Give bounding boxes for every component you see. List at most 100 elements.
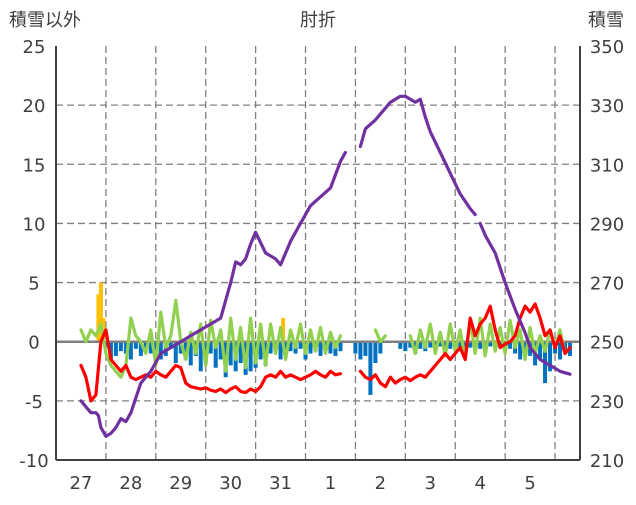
series-line: [408, 316, 572, 362]
bar: [213, 341, 218, 368]
left-tick-label: 5: [28, 274, 39, 295]
bar: [358, 341, 363, 360]
left-tick-label: 15: [23, 155, 46, 176]
bar: [123, 341, 128, 354]
bar: [168, 341, 173, 349]
right-tick-label: 330: [590, 96, 624, 117]
right-tick-label: 250: [590, 333, 624, 354]
bar: [96, 294, 101, 342]
left-tick-label: -5: [25, 392, 43, 413]
bar: [328, 341, 333, 354]
bar: [208, 341, 213, 354]
bar: [353, 341, 358, 354]
bar: [488, 341, 493, 347]
left-tick-labels: 25 20 15 10 5 0 -5 -10: [19, 37, 48, 472]
series-line: [358, 302, 572, 389]
bar: [523, 341, 528, 352]
bar: [138, 341, 143, 356]
bar: [298, 341, 303, 349]
bar: [478, 341, 483, 349]
bar: [558, 341, 563, 360]
x-tick-label: 5: [524, 473, 535, 494]
bar: [278, 341, 283, 360]
bar: [408, 341, 413, 348]
bar: [373, 341, 378, 364]
x-tick-label: 30: [219, 473, 242, 494]
bar: [281, 318, 286, 342]
x-tick-labels: 27 28 29 30 31 1 2 3 4 5: [69, 473, 535, 494]
bar: [148, 341, 153, 354]
left-tick-label: 0: [28, 333, 39, 354]
bar: [133, 341, 138, 349]
right-tick-label: 210: [590, 451, 624, 472]
bar: [428, 341, 433, 348]
series-line: [79, 298, 343, 379]
right-tick-labels: 350 330 310 290 270 250 230 210: [590, 37, 624, 472]
x-tick-label: 27: [69, 473, 92, 494]
bar: [363, 341, 368, 356]
bar: [118, 341, 123, 352]
bar: [258, 341, 263, 360]
series-line: [478, 221, 572, 376]
bar: [448, 341, 453, 349]
bar: [508, 341, 513, 349]
bar: [438, 341, 443, 347]
bar: [538, 341, 543, 360]
right-tick-label: 270: [590, 274, 624, 295]
series-line: [358, 94, 477, 217]
series-line: [79, 328, 343, 403]
bar: [378, 341, 383, 354]
right-tick-label: 350: [590, 37, 624, 58]
x-tick-label: 31: [269, 473, 292, 494]
bar: [183, 341, 188, 360]
bar: [518, 341, 523, 360]
bar: [188, 341, 193, 366]
right-tick-label: 290: [590, 214, 624, 235]
bar: [173, 341, 178, 364]
bar: [268, 341, 273, 354]
bar: [198, 341, 203, 372]
left-tick-label: 25: [23, 37, 46, 58]
left-tick-label: 10: [23, 214, 46, 235]
bar: [283, 341, 288, 356]
bar: [178, 341, 183, 354]
bar: [368, 341, 373, 395]
right-axis-label: 積雪: [588, 10, 624, 31]
right-tick-label: 230: [590, 392, 624, 413]
bar: [548, 341, 553, 372]
lines: [79, 94, 572, 438]
bar: [403, 341, 408, 352]
bar: [318, 341, 323, 356]
bar: [338, 341, 343, 352]
series-line: [79, 150, 347, 438]
left-tick-label: -10: [19, 451, 48, 472]
bar: [113, 341, 118, 356]
chart-title: 肘折: [300, 10, 336, 31]
series-line: [373, 328, 387, 344]
axes: [55, 46, 581, 461]
bar: [308, 341, 313, 354]
bar: [128, 341, 133, 360]
left-axis-label: 積雪以外: [9, 10, 81, 31]
x-tick-label: 28: [119, 473, 142, 494]
bar: [288, 341, 293, 352]
bar: [398, 341, 403, 349]
bar: [463, 341, 468, 349]
bar: [468, 341, 473, 348]
left-tick-label: 20: [23, 96, 46, 117]
bar: [248, 341, 253, 372]
bar: [153, 341, 158, 350]
bar: [228, 341, 233, 366]
bar: [218, 341, 223, 360]
x-tick-label: 1: [325, 473, 336, 494]
x-tick-label: 29: [169, 473, 192, 494]
x-tick-label: 3: [425, 473, 436, 494]
bar: [418, 341, 423, 349]
x-tick-label: 2: [375, 473, 386, 494]
right-tick-label: 310: [590, 155, 624, 176]
x-tick-label: 4: [474, 473, 485, 494]
bar: [158, 341, 163, 360]
bar: [98, 282, 103, 342]
